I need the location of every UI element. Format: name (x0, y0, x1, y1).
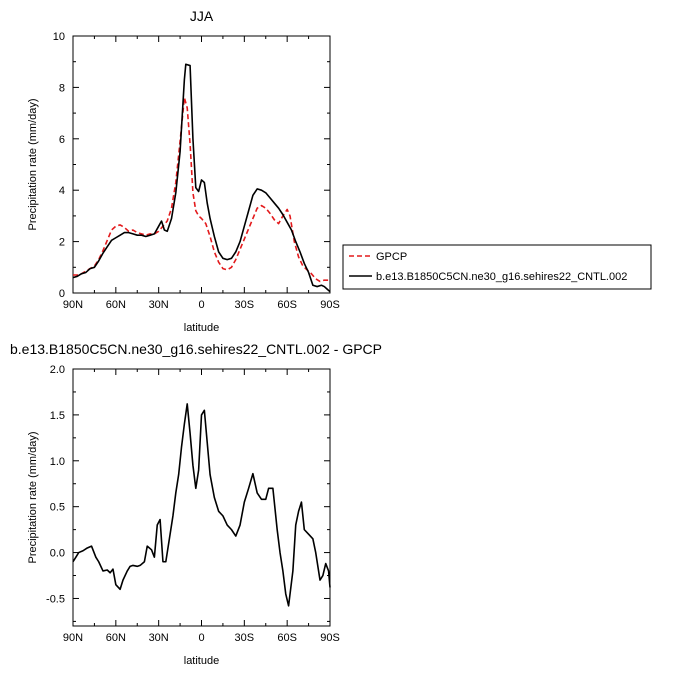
legend-label-model: b.e13.B1850C5CN.ne30_g16.sehires22_CNTL.… (376, 271, 627, 283)
x-axis-label: latitude (184, 655, 219, 667)
y-tick-label: 8 (59, 82, 65, 94)
series-line-gpcp (73, 96, 329, 283)
x-tick-label: 30S (235, 299, 255, 311)
chart-title: JJA (190, 8, 214, 24)
plot-area: 90N 60N 30N 0 30S 60S 90S -0.5 0.0 0.5 1.0 1.5 2.0 (46, 364, 340, 644)
legend-box (342, 244, 652, 290)
y-tick-label: 6 (59, 134, 65, 146)
legend: GPCP b.e13.B1850C5CN.ne30_g16.sehires22_… (342, 244, 652, 290)
difference-chart: b.e13.B1850C5CN.ne30_g16.sehires22_CNTL.… (10, 341, 382, 667)
x-tick-label: 60S (277, 299, 297, 311)
plot-frame (72, 35, 331, 294)
x-tick-label: 60N (106, 299, 126, 311)
x-tick-label: 60S (277, 632, 297, 644)
x-tick-label: 0 (198, 299, 204, 311)
y-tick-label: 0.0 (50, 548, 65, 560)
x-tick-label: 90S (320, 632, 340, 644)
y-tick-label: -0.5 (46, 593, 65, 605)
y-tick-label: 4 (59, 185, 65, 197)
y-tick-label: 1.5 (50, 410, 65, 422)
y-tick-label: 2 (59, 237, 65, 249)
x-tick-label: 0 (198, 632, 204, 644)
x-tick-label: 30S (235, 632, 255, 644)
chart-title: b.e13.B1850C5CN.ne30_g16.sehires22_CNTL.… (10, 341, 382, 357)
y-tick-label: 10 (53, 31, 65, 43)
y-tick-label: 0 (59, 288, 65, 300)
x-tick-label: 60N (106, 632, 126, 644)
legend-label-gpcp: GPCP (376, 251, 407, 263)
x-tick-label: 90N (63, 299, 83, 311)
series-line-model (72, 63, 331, 293)
y-tick-label: 2.0 (50, 364, 65, 376)
y-tick-label: 0.5 (50, 502, 65, 514)
x-tick-label: 30N (149, 632, 169, 644)
y-axis-label: Precipitation rate (mm/day) (27, 431, 39, 563)
x-tick-label: 30N (149, 299, 169, 311)
y-tick-label: 1.0 (50, 456, 65, 468)
x-tick-label: 90S (320, 299, 340, 311)
plot-area: 90N 60N 30N 0 30S 60S 90S 0 2 4 6 8 10 (53, 31, 340, 311)
x-axis-label: latitude (184, 322, 219, 334)
y-axis-label: Precipitation rate (mm/day) (27, 98, 39, 230)
series-line-difference (72, 403, 331, 607)
x-tick-label: 90N (63, 632, 83, 644)
